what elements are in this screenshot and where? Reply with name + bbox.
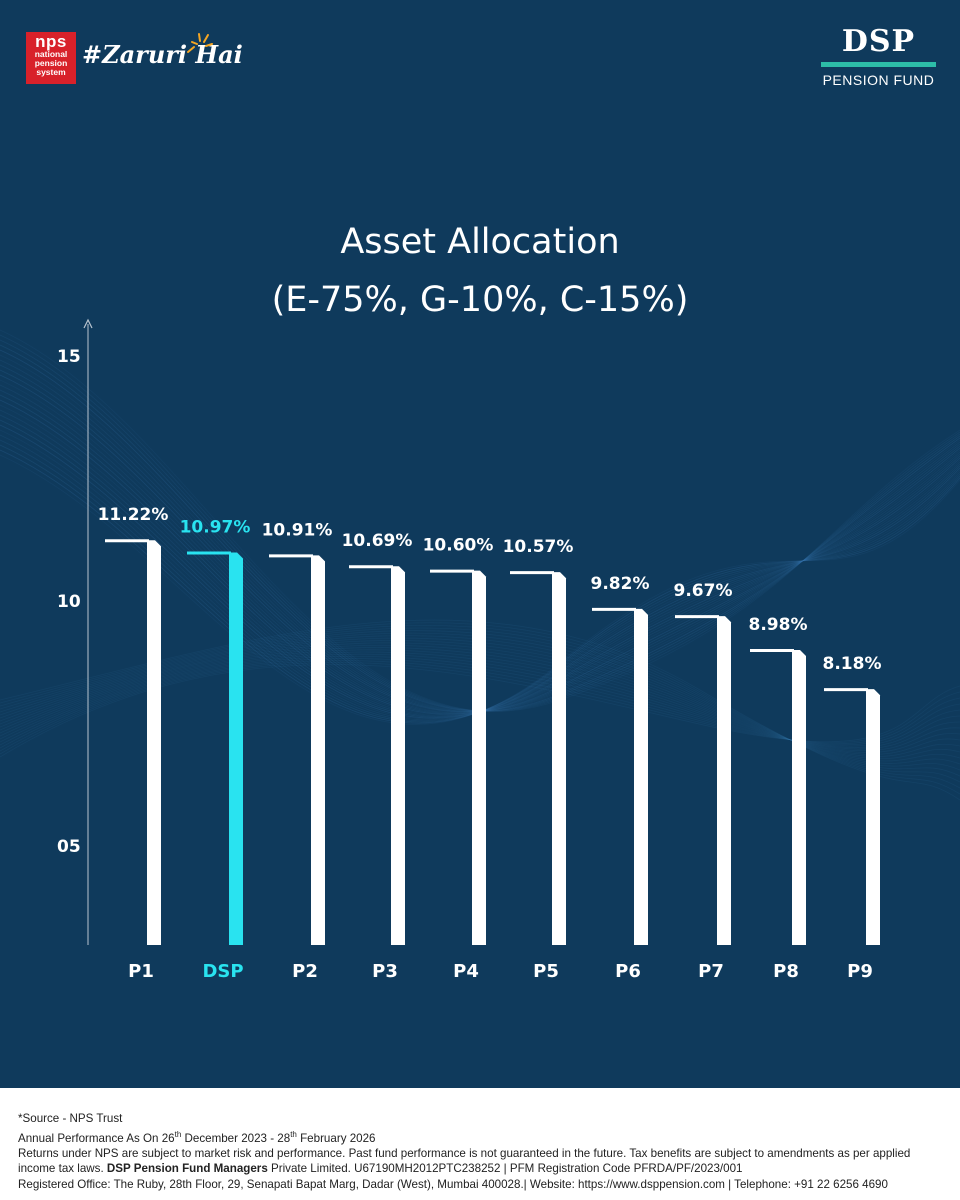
nps-logo: nps national pension system [26, 32, 76, 84]
bar-value-label: 10.69% [342, 531, 413, 551]
footer-disclaimer-line1: Returns under NPS are subject to market … [18, 1146, 911, 1160]
footer-registered-office: Registered Office: The Ruby, 28th Floor,… [18, 1177, 888, 1191]
footer-disclaimer-line2: income tax laws. DSP Pension Fund Manage… [18, 1162, 743, 1176]
bar-dsp: 10.97% DSP [180, 517, 251, 982]
hashtag-zaruri-hai: #Zaruri Hai [82, 40, 243, 69]
bar-p1: 11.22% P1 [98, 505, 169, 982]
bar-value-label: 9.67% [674, 581, 733, 601]
x-tick-label: P4 [453, 961, 479, 982]
bar-p8: 8.98% P8 [749, 615, 808, 982]
x-tick-label: P2 [292, 961, 318, 982]
background-wave-pattern [0, 334, 960, 801]
bar-pillar [866, 689, 880, 945]
bar-pillar [229, 552, 243, 945]
footer-period: Annual Performance As On 26th December 2… [18, 1129, 376, 1145]
bar-pillar [634, 608, 648, 945]
x-tick-label: P9 [847, 961, 873, 982]
bar-pillar [472, 570, 486, 945]
x-tick-label: DSP [202, 961, 243, 982]
x-tick-label: P5 [533, 961, 559, 982]
bar-p5: 10.57% P5 [503, 537, 574, 982]
footer-disclaimer: *Source - NPS Trust Annual Performance A… [18, 1111, 948, 1192]
bar-p2: 10.91% P2 [262, 520, 333, 982]
bar-pillar [147, 540, 161, 945]
bar-value-label: 10.57% [503, 537, 574, 557]
bar-pillar [792, 649, 806, 945]
bar-pillar [552, 572, 566, 945]
bar-pillar [311, 555, 325, 945]
x-tick-label: P3 [372, 961, 398, 982]
x-tick-label: P8 [773, 961, 799, 982]
bar-value-label: 8.18% [823, 654, 882, 674]
x-tick-label: P7 [698, 961, 724, 982]
bar-pillar [391, 566, 405, 945]
bar-value-label: 10.97% [180, 517, 251, 537]
y-axis-arrow-icon [83, 318, 93, 329]
bar-value-label: 8.98% [749, 615, 808, 635]
chart-title: Asset Allocation [340, 222, 620, 262]
bar-p3: 10.69% P3 [342, 531, 413, 982]
logo-accent-rule [821, 62, 936, 67]
bar-p7: 9.67% P7 [674, 581, 733, 982]
footer-source: *Source - NPS Trust [18, 1112, 123, 1125]
bar-chart: 15100511.22%P110.97%DSP10.91%P210.69%P31… [57, 318, 882, 982]
bar-p4: 10.60% P4 [423, 536, 494, 982]
y-tick-label: 05 [57, 837, 81, 857]
bar-p6: 9.82% P6 [591, 574, 650, 982]
y-tick-label: 10 [57, 592, 81, 612]
chart-subtitle: (E-75%, G-10%, C-15%) [271, 280, 689, 320]
bar-value-label: 11.22% [98, 505, 169, 525]
x-tick-label: P6 [615, 961, 641, 982]
bar-value-label: 9.82% [591, 574, 650, 594]
bar-value-label: 10.60% [423, 536, 494, 556]
bar-p9: 8.18% P9 [823, 654, 882, 982]
y-tick-label: 15 [57, 347, 81, 367]
bar-value-label: 10.91% [262, 520, 333, 540]
bar-pillar [717, 616, 731, 945]
dsp-pension-fund-logo: DSP PENSION FUND [821, 24, 936, 88]
infographic-panel: nps national pension system #Zaruri Hai … [0, 0, 960, 1088]
sun-icon [187, 33, 213, 53]
x-tick-label: P1 [128, 961, 154, 982]
